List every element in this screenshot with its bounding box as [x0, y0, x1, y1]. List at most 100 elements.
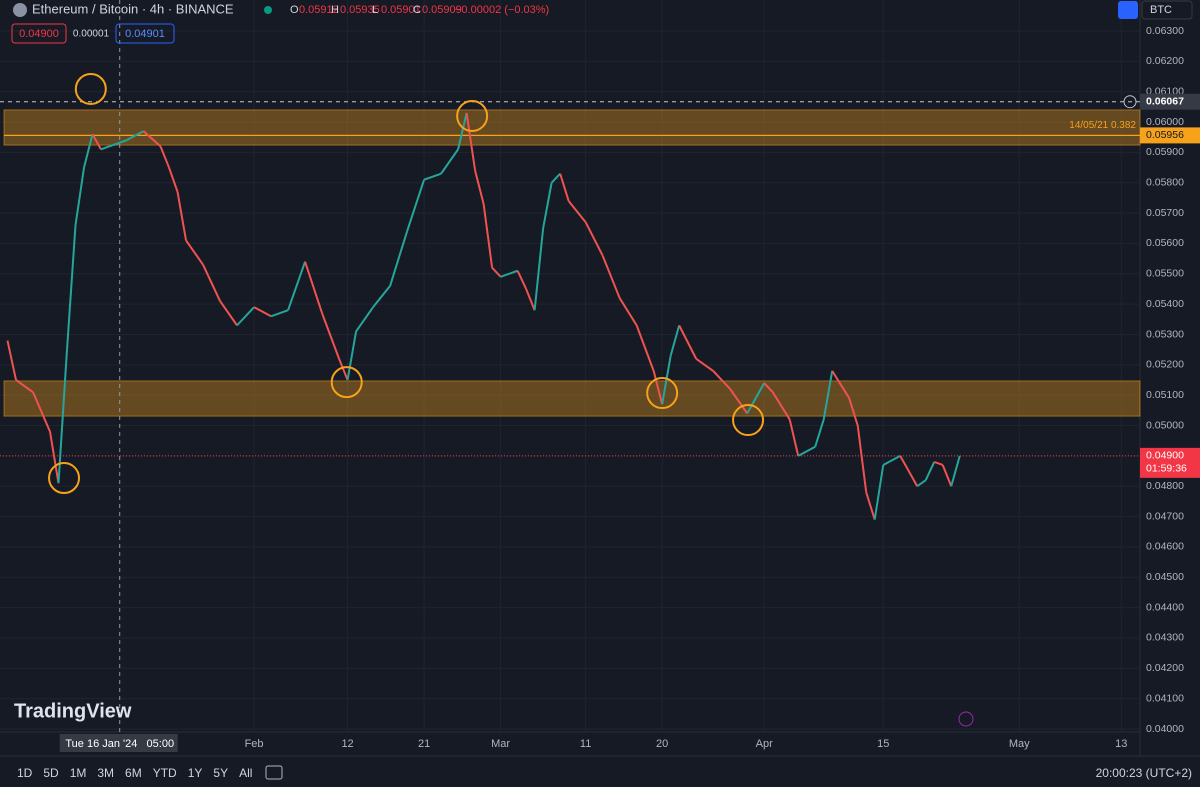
- price-axis: [1140, 0, 1200, 756]
- crosshair-price-box: [1140, 93, 1200, 110]
- price-segment: [618, 297, 638, 326]
- y-tick-label: 0.04600: [1146, 541, 1184, 553]
- change: −0.00002 (−0.03%): [455, 4, 549, 16]
- range-button[interactable]: 3M: [97, 766, 114, 780]
- price-segment: [533, 228, 545, 311]
- x-tick-label: 11: [580, 738, 591, 750]
- price-segment: [482, 203, 494, 268]
- y-tick-label: 0.05100: [1146, 389, 1184, 401]
- price-segment: [508, 269, 518, 275]
- highlight-circle: [48, 462, 81, 495]
- alert-icon[interactable]: [958, 711, 974, 727]
- date-range-icon[interactable]: [265, 765, 283, 780]
- x-tick-label: 15: [877, 738, 889, 750]
- y-tick-label: 0.04000: [1146, 723, 1184, 735]
- price-segment: [109, 139, 127, 148]
- y-tick-label: 0.06200: [1146, 55, 1184, 67]
- price-segment: [712, 370, 731, 390]
- fib-price: 0.05956: [1146, 129, 1184, 141]
- price-segment: [321, 312, 341, 360]
- x-tick-label: 21: [418, 738, 430, 750]
- price-segment: [848, 397, 859, 426]
- price-segment: [941, 464, 953, 487]
- y-tick-label: 0.04300: [1146, 632, 1184, 644]
- ohlc-key: L: [372, 4, 378, 16]
- currency: BTC: [1150, 4, 1172, 16]
- price-segment: [584, 221, 604, 257]
- price-segment: [695, 357, 714, 372]
- range-button[interactable]: 1M: [70, 766, 87, 780]
- clock: 20:00:23 (UTC+2): [1096, 766, 1192, 780]
- ask-box: [115, 23, 175, 44]
- range-button[interactable]: 6M: [125, 766, 142, 780]
- price-segment: [661, 355, 672, 405]
- price-segment: [465, 112, 477, 171]
- y-tick-label: 0.06000: [1146, 116, 1184, 128]
- x-tick-label: Mar: [491, 738, 510, 750]
- price-segment: [219, 300, 238, 326]
- price-segment: [83, 133, 94, 168]
- fib-price-box: [1140, 127, 1200, 144]
- price-segment: [746, 382, 766, 414]
- price-segment: [763, 382, 774, 393]
- range-button[interactable]: 5D: [43, 766, 59, 780]
- y-tick-label: 0.05400: [1146, 298, 1184, 310]
- range-button[interactable]: 1Y: [188, 766, 203, 780]
- plot: 0.04000 0.04100 0.04200 0.04300 0.04400 0.045…: [0, 0, 1200, 756]
- y-tick-label: 0.05200: [1146, 359, 1184, 371]
- price-segment: [74, 167, 85, 226]
- crosshair-price: 0.06067: [1146, 95, 1184, 107]
- price-segment: [202, 264, 221, 302]
- spread: 0.00001: [73, 29, 110, 40]
- price-segment: [678, 324, 698, 360]
- ohlc-key: H: [331, 4, 339, 16]
- range-button[interactable]: 1D: [17, 766, 33, 780]
- price-segment: [550, 172, 561, 184]
- price-segment: [873, 464, 885, 520]
- price-segment: [933, 460, 944, 466]
- range-button[interactable]: YTD: [153, 766, 177, 780]
- y-tick-label: 0.04500: [1146, 571, 1184, 583]
- range-bar: 1D 5D 1M 3M 6M YTD 1Y 5Y All: [17, 766, 252, 780]
- y-tick-label: 0.04100: [1146, 692, 1184, 704]
- price-segment: [542, 182, 553, 229]
- price-segment: [270, 309, 289, 318]
- price-segment: [304, 261, 324, 314]
- price-segment: [516, 270, 528, 290]
- y-tick-label: 0.05700: [1146, 207, 1184, 219]
- highlight-circle: [74, 72, 107, 105]
- highlight-circle: [732, 404, 765, 437]
- sync-button[interactable]: [1118, 1, 1138, 19]
- price-segment: [91, 133, 102, 150]
- price-segment: [346, 331, 358, 381]
- fib-label: 14/05/21 0.382: [1069, 120, 1136, 131]
- price-segment: [159, 145, 170, 168]
- price-segment: [559, 173, 570, 202]
- price-segment: [924, 461, 936, 481]
- symbol: Ethereum / Bitcoin · 4h · BINANCE: [32, 1, 234, 16]
- y-tick-label: 0.05600: [1146, 237, 1184, 249]
- bid-box: [11, 23, 67, 44]
- ohlc-value: 0.05912: [299, 4, 339, 16]
- zone: [3, 109, 1141, 146]
- price-segment: [355, 306, 374, 333]
- price-segment: [406, 179, 426, 232]
- brand: TradingView: [14, 700, 132, 722]
- price-segment: [372, 285, 391, 308]
- price-segment: [831, 370, 851, 399]
- bid: 0.04900: [19, 28, 59, 40]
- price-segment: [814, 419, 825, 448]
- x-tick-label: Apr: [756, 738, 773, 750]
- price-segment: [899, 455, 919, 487]
- range-button[interactable]: 5Y: [213, 766, 228, 780]
- highlight-circle: [456, 99, 489, 132]
- range-button[interactable]: All: [239, 766, 252, 780]
- price-segment: [338, 358, 349, 381]
- price-segment: [491, 267, 502, 278]
- price-segment: [236, 306, 255, 327]
- price-segment: [176, 191, 188, 241]
- currency-button[interactable]: [1141, 0, 1193, 20]
